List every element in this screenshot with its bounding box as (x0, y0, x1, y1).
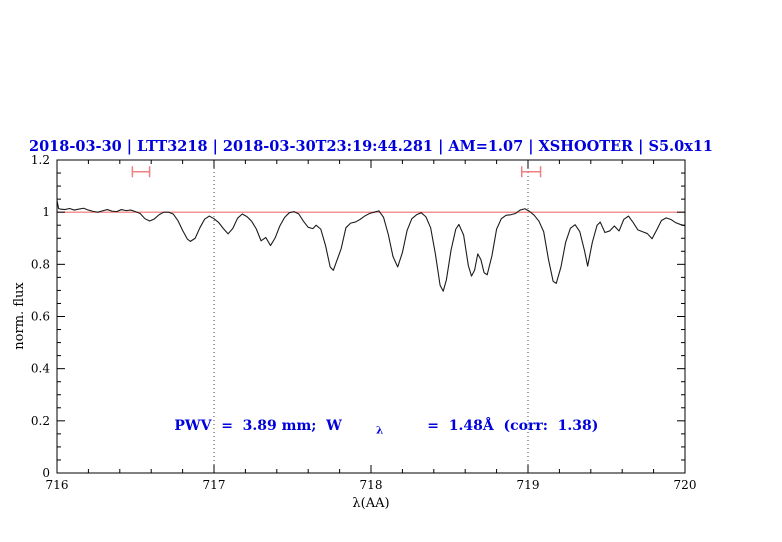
spectrum-line (56, 199, 686, 292)
y-tick-label: 1.2 (31, 153, 50, 167)
y-tick-label: 0.4 (31, 362, 50, 376)
x-axis-label: λ(AA) (352, 496, 389, 511)
y-axis-label: norm. flux (12, 282, 27, 350)
range-marker-1 (131, 166, 151, 178)
x-tick-label: 717 (203, 478, 226, 492)
pwv-annotation: PWV = 3.89 mm; W λ = 1.48Å (corr: 1.38) (140, 416, 623, 438)
plot-title: 2018-03-30 | LTT3218 | 2018-03-30T23:19:… (29, 138, 713, 155)
lambda-subscript: λ (376, 424, 383, 436)
x-tick-label: 719 (517, 478, 540, 492)
y-tick-label: 0.2 (31, 414, 50, 428)
x-tick-label: 720 (674, 478, 697, 492)
annotation-text-lead: PWV = 3.89 mm; W (174, 418, 342, 434)
y-tick-label: 0.6 (31, 310, 50, 324)
range-marker-2 (520, 166, 542, 178)
annotation-text-tail: = 1.48Å (corr: 1.38) (418, 416, 599, 434)
plot-content (56, 166, 686, 292)
y-tick-label: 0.8 (31, 257, 50, 271)
axes-frame: 716 717 718 719 720 0 0.2 0.4 0.6 0.8 1 1.2 (31, 153, 697, 492)
x-tick-label: 716 (46, 478, 69, 492)
y-tick-label: 0 (42, 466, 50, 480)
x-tick-label: 718 (360, 478, 383, 492)
y-tick-label: 1 (42, 205, 50, 219)
